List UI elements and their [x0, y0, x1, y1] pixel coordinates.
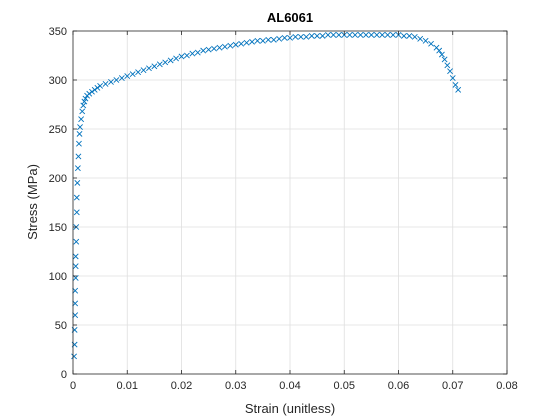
x-tick-label: 0 — [70, 380, 76, 392]
y-tick-label: 350 — [49, 26, 67, 38]
y-axis-label: Stress (MPa) — [25, 164, 40, 240]
x-tick-label: 0.03 — [225, 380, 246, 392]
y-tick-label: 0 — [61, 369, 67, 381]
x-tick-label: 0.08 — [496, 380, 517, 392]
x-tick-label: 0.02 — [171, 380, 192, 392]
x-tick-label: 0.04 — [279, 380, 300, 392]
y-tick-label: 100 — [49, 271, 67, 283]
y-tick-label: 50 — [55, 320, 67, 332]
x-axis-label: Strain (unitless) — [245, 401, 335, 416]
x-tick-label: 0.06 — [388, 380, 409, 392]
chart-title: AL6061 — [267, 10, 313, 25]
y-tick-label: 150 — [49, 222, 67, 234]
x-tick-label: 0.01 — [117, 380, 138, 392]
y-tick-label: 300 — [49, 75, 67, 87]
y-tick-label: 250 — [49, 124, 67, 136]
y-tick-label: 200 — [49, 173, 67, 185]
x-tick-label: 0.07 — [442, 380, 463, 392]
x-tick-label: 0.05 — [334, 380, 355, 392]
